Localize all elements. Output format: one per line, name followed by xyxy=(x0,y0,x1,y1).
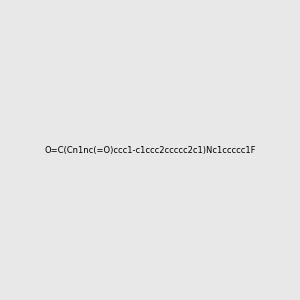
Text: O=C(Cn1nc(=O)ccc1-c1ccc2ccccc2c1)Nc1ccccc1F: O=C(Cn1nc(=O)ccc1-c1ccc2ccccc2c1)Nc1cccc… xyxy=(44,146,256,154)
